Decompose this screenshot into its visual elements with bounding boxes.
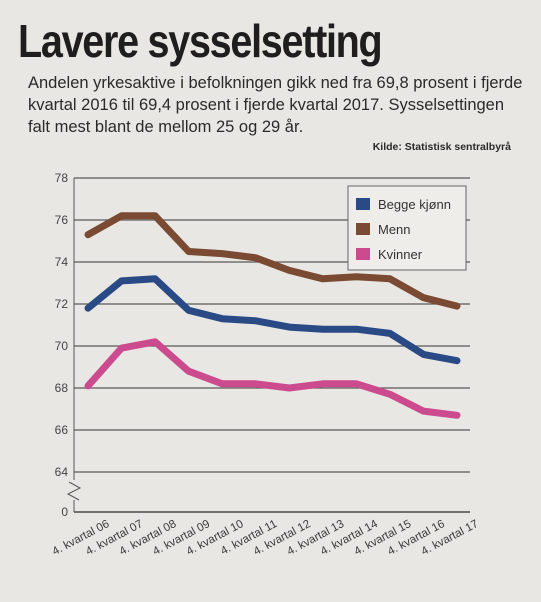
legend-label: Kvinner (378, 247, 423, 262)
y-tick-label: 70 (55, 339, 69, 353)
legend-label: Menn (378, 222, 411, 237)
legend-label: Begge kjønn (378, 197, 451, 212)
legend: Begge kjønn Menn Kvinner (347, 185, 467, 271)
subtitle: Andelen yrkesaktive i befolkningen gikk … (28, 74, 523, 136)
y-tick-label: 78 (55, 171, 69, 185)
y-tick-label: 0 (61, 505, 68, 519)
y-tick-label: 72 (55, 297, 69, 311)
legend-swatch (356, 223, 370, 235)
series-line-begge-kjønn (84, 275, 461, 365)
y-tick-label: 64 (55, 465, 69, 479)
y-tick-label: 68 (55, 381, 69, 395)
page-title: Lavere sysselsetting (18, 15, 383, 67)
legend-swatch (356, 198, 370, 210)
y-axis: 78 76 74 72 70 68 66 64 0 (55, 171, 82, 519)
series-lines (84, 212, 461, 419)
series-line-menn (84, 212, 461, 310)
x-axis: 4. kvartal 064. kvartal 074. kvartal 084… (50, 518, 480, 558)
legend-swatch (356, 248, 370, 260)
y-tick-label: 74 (55, 255, 69, 269)
series-line-kvinner (84, 338, 461, 419)
axis-break (66, 481, 82, 501)
y-tick-label: 76 (55, 213, 69, 227)
y-tick-label: 66 (55, 423, 69, 437)
source-label: Kilde: Statistisk sentralbyrå (372, 141, 511, 153)
